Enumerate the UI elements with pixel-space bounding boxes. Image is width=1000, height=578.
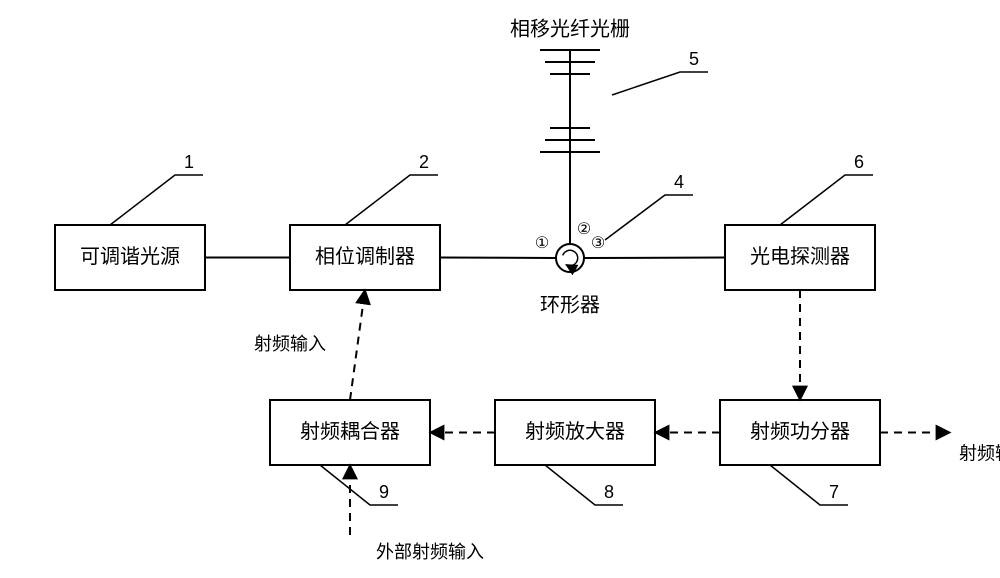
rf-output-label: 射频输出: [959, 443, 1000, 463]
port-1: ①: [535, 235, 549, 252]
block-n6: 光电探测器: [725, 225, 875, 290]
block-n7-label: 射频功分器: [750, 420, 850, 443]
block-n8: 射频放大器: [495, 400, 655, 465]
block-n2: 相位调制器: [290, 225, 440, 290]
leader-num-l5: 5: [689, 49, 699, 69]
leader-num-l9: 9: [379, 482, 389, 502]
block-n9: 射频耦合器: [270, 400, 430, 465]
leader-num-l4: 4: [674, 172, 684, 192]
block-n1: 可调谐光源: [55, 225, 205, 290]
block-n8-label: 射频放大器: [525, 420, 625, 443]
block-n2-label: 相位调制器: [315, 245, 415, 268]
rf-input-label: 射频输入: [254, 334, 326, 354]
port-2: ②: [577, 221, 591, 238]
port-3: ③: [591, 235, 605, 252]
block-n7: 射频功分器: [720, 400, 880, 465]
leader-num-l6: 6: [854, 152, 864, 172]
leader-l4: [605, 195, 693, 240]
link-circulator-detector: [584, 258, 725, 259]
leader-num-l2: 2: [419, 152, 429, 172]
leader-num-l7: 7: [829, 482, 839, 502]
link-coupler-modulator: [350, 290, 365, 400]
block-n1-label: 可调谐光源: [80, 245, 180, 268]
leader-l2: [345, 175, 438, 225]
circulator-label: 环形器: [540, 293, 600, 316]
leader-num-l8: 8: [604, 482, 614, 502]
leader-l6: [780, 175, 873, 225]
block-n6-label: 光电探测器: [750, 245, 850, 268]
grating-symbol: [540, 50, 600, 244]
leader-num-l1: 1: [184, 152, 194, 172]
leader-l5: [612, 72, 708, 95]
block-n9-label: 射频耦合器: [300, 420, 400, 443]
link-modulator-circulator: [440, 258, 556, 259]
leader-l1: [110, 175, 203, 225]
grating-title: 相移光纤光栅: [510, 17, 630, 40]
ext-rf-input-label: 外部射频输入: [376, 542, 484, 562]
